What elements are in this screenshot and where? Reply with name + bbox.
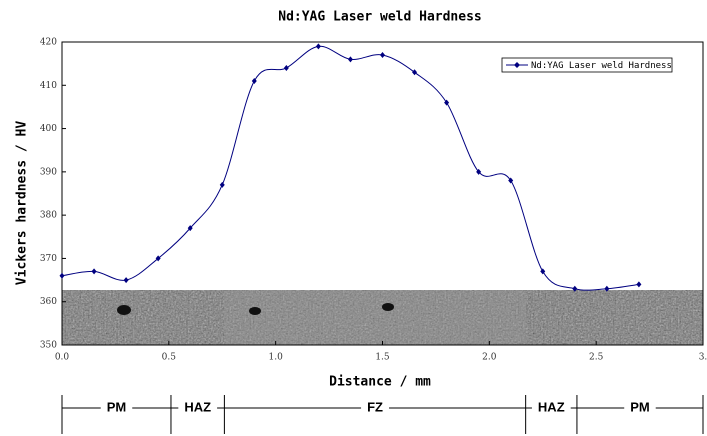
chart-title: Nd:YAG Laser weld Hardness	[278, 10, 482, 25]
data-point	[636, 281, 641, 287]
data-point	[60, 273, 65, 279]
y-tick-label: 390	[40, 167, 57, 177]
x-axis-label: Distance / mm	[329, 375, 431, 390]
data-point	[412, 69, 417, 75]
x-tick-label: 1.5	[375, 353, 390, 363]
x-tick-label: 0.5	[162, 353, 177, 363]
zone-label: PM	[630, 399, 650, 414]
zone-label: PM	[107, 399, 127, 414]
zone-label: FZ	[367, 399, 383, 414]
x-tick-label: 0.0	[55, 353, 70, 363]
data-point	[220, 182, 225, 188]
data-point	[156, 255, 161, 261]
data-point	[348, 56, 353, 62]
zone-label: HAZ	[184, 399, 211, 414]
micrograph	[62, 290, 703, 345]
data-point	[316, 43, 321, 49]
zone-label: HAZ	[538, 399, 565, 414]
y-tick-label: 360	[40, 297, 57, 307]
y-tick-label: 420	[40, 38, 57, 48]
x-tick-label: 2.0	[482, 353, 497, 363]
y-tick-label: 370	[40, 254, 57, 264]
y-tick-label: 380	[40, 211, 57, 221]
x-tick-label: 1.0	[269, 353, 284, 363]
data-point	[380, 52, 385, 58]
y-tick-label: 410	[40, 81, 57, 91]
data-point	[284, 65, 289, 71]
series-line	[62, 46, 639, 290]
legend: Nd:YAG Laser weld Hardness	[502, 58, 672, 72]
data-point	[92, 268, 97, 274]
y-tick-label: 400	[40, 124, 57, 134]
chart: Nd:YAG Laser weld Hardness Distance / mm…	[0, 0, 707, 436]
x-tick-label: 3.	[699, 353, 707, 363]
legend-label: Nd:YAG Laser weld Hardness	[531, 61, 672, 71]
y-axis-label: Vickers hardness / HV	[15, 121, 30, 286]
y-tick-label: 350	[40, 341, 57, 351]
data-point	[124, 277, 129, 283]
x-tick-label: 2.5	[589, 353, 604, 363]
